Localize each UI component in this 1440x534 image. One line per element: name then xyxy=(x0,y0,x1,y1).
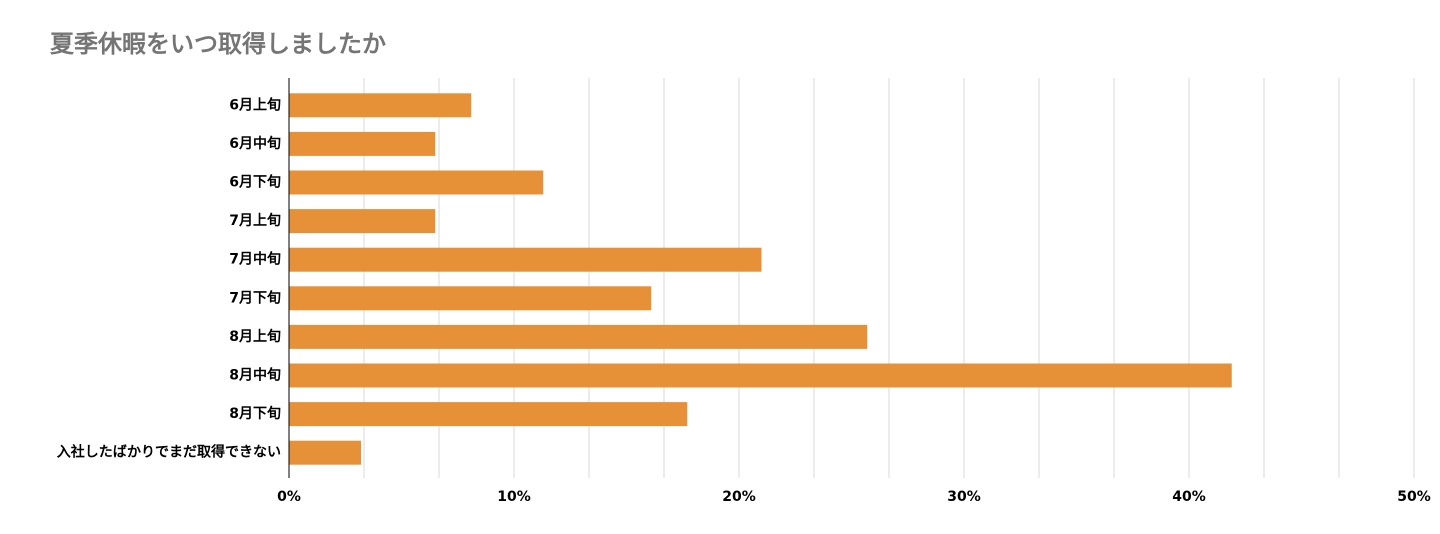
x-tick-label: 10% xyxy=(497,489,531,505)
x-tick-label: 30% xyxy=(947,489,981,505)
bar xyxy=(289,93,472,118)
bar xyxy=(289,363,1232,388)
y-tick-label: 入社したばかりでまだ取得できない xyxy=(57,444,281,461)
y-tick-label: 8月上旬 xyxy=(229,328,281,345)
y-tick-label: 6月中旬 xyxy=(229,135,281,152)
y-tick-label: 7月下旬 xyxy=(229,289,281,306)
bar xyxy=(289,402,688,427)
bar xyxy=(289,131,436,156)
y-tick-label: 8月中旬 xyxy=(229,367,281,384)
bar xyxy=(289,324,868,349)
bar xyxy=(289,440,361,465)
bar xyxy=(289,247,762,272)
y-tick-label: 8月下旬 xyxy=(229,405,281,422)
y-tick-label: 6月上旬 xyxy=(229,96,281,113)
bar xyxy=(289,170,544,195)
x-tick-label: 50% xyxy=(1397,489,1431,505)
y-tick-label: 7月上旬 xyxy=(229,212,281,229)
x-tick-label: 40% xyxy=(1172,489,1206,505)
bar xyxy=(289,286,652,311)
x-tick-label: 0% xyxy=(277,489,301,505)
chart-title: 夏季休暇をいつ取得しましたか xyxy=(50,30,386,58)
y-tick-label: 6月下旬 xyxy=(229,174,281,191)
y-tick-label: 7月中旬 xyxy=(229,251,281,268)
bar xyxy=(289,209,436,234)
x-tick-label: 20% xyxy=(722,489,756,505)
